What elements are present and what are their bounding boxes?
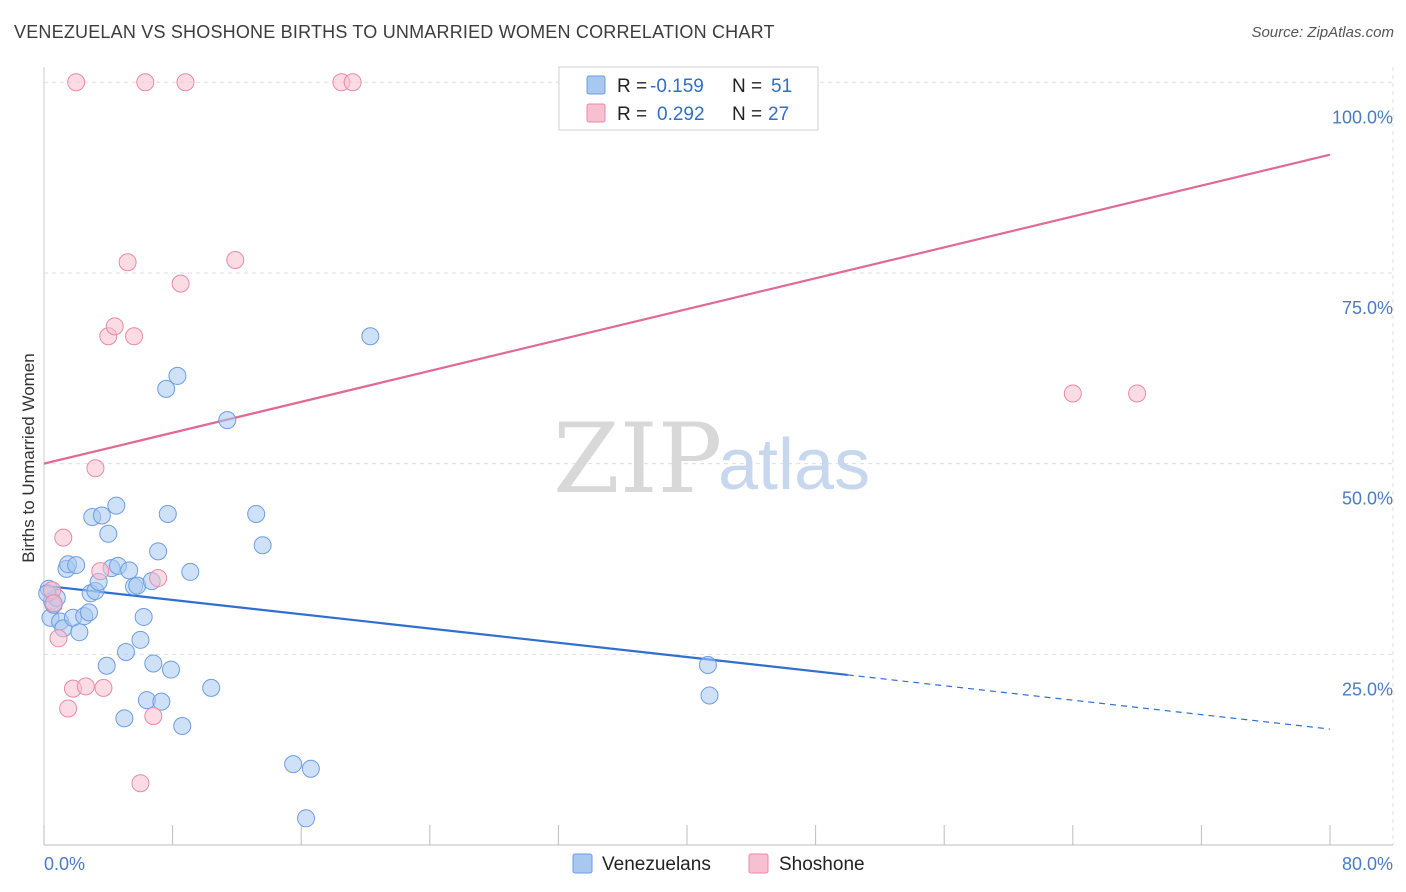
point-venezuelans-48 <box>301 759 320 778</box>
legend-swatch-venezuelans <box>586 75 606 95</box>
point-venezuelans-19 <box>92 506 111 525</box>
point-shoshone-26 <box>1128 384 1147 403</box>
point-shoshone-3 <box>54 528 73 547</box>
point-shoshone-7 <box>76 677 95 696</box>
point-venezuelans-21 <box>107 496 126 515</box>
y-tick-label-3: 100.0% <box>1332 107 1393 127</box>
x-tick-label-max: 80.0% <box>1342 854 1393 874</box>
point-shoshone-21 <box>226 250 245 269</box>
bottom-legend-label-venezuelans: Venezuelans <box>602 854 711 875</box>
point-venezuelans-14 <box>80 603 99 622</box>
trendline-shoshone <box>43 153 1331 465</box>
bottom-legend-swatch-venezuelans <box>572 853 593 874</box>
y-tick-label-1: 50.0% <box>1342 489 1393 509</box>
point-shoshone-25 <box>1063 384 1082 403</box>
legend-n-label-shoshone: N = <box>732 104 762 125</box>
point-shoshone-6 <box>67 73 86 92</box>
point-venezuelans-47 <box>284 755 303 774</box>
trendline-venezuelans <box>43 584 848 677</box>
x-tick-labels: 0.0% 80.0% <box>44 854 1393 874</box>
point-venezuelans-35 <box>149 542 168 561</box>
data-points <box>38 73 1147 828</box>
point-shoshone-15 <box>131 774 150 793</box>
point-venezuelans-22 <box>97 656 116 675</box>
trendline-dashed-venezuelans <box>847 674 1331 730</box>
y-tick-label-0: 25.0% <box>1342 679 1393 699</box>
point-venezuelans-31 <box>134 607 153 626</box>
point-shoshone-23 <box>343 73 362 92</box>
axes <box>43 67 1393 846</box>
point-venezuelans-39 <box>161 660 180 679</box>
point-shoshone-12 <box>105 317 124 336</box>
point-shoshone-18 <box>149 569 168 588</box>
point-venezuelans-20 <box>99 524 118 543</box>
point-venezuelans-34 <box>144 654 163 673</box>
point-shoshone-17 <box>144 707 163 726</box>
point-shoshone-19 <box>171 274 190 293</box>
legend-r-label-shoshone: R = <box>617 104 647 125</box>
point-shoshone-1 <box>44 594 63 613</box>
point-venezuelans-42 <box>181 562 200 581</box>
point-venezuelans-44 <box>218 411 237 430</box>
point-venezuelans-38 <box>158 504 177 523</box>
point-shoshone-10 <box>94 678 113 697</box>
y-axis-label: Births to Unmarried Women <box>19 353 38 562</box>
point-venezuelans-37 <box>157 379 176 398</box>
point-shoshone-2 <box>49 629 68 648</box>
legend-r-label-venezuelans: R = <box>617 76 647 97</box>
point-venezuelans-50 <box>361 327 380 346</box>
bottom-legend: Venezuelans Shoshone <box>572 853 865 875</box>
watermark-zip: ZIP <box>553 403 722 515</box>
source-label: Source: ZipAtlas.com <box>1251 24 1394 41</box>
chart-title: VENEZUELAN VS SHOSHONE BIRTHS TO UNMARRI… <box>14 22 775 42</box>
point-venezuelans-51 <box>698 655 717 674</box>
point-venezuelans-45 <box>247 504 266 523</box>
point-shoshone-9 <box>91 562 110 581</box>
point-shoshone-16 <box>136 73 155 92</box>
point-venezuelans-49 <box>297 809 316 828</box>
legend-r-value-shoshone: 0.292 <box>657 104 705 125</box>
point-venezuelans-30 <box>131 630 150 649</box>
point-venezuelans-10 <box>67 556 86 575</box>
point-venezuelans-26 <box>116 643 135 662</box>
point-venezuelans-41 <box>173 717 192 736</box>
point-shoshone-20 <box>176 73 195 92</box>
bottom-legend-swatch-shoshone <box>748 853 769 874</box>
legend-r-value-venezuelans: -0.159 <box>650 76 704 97</box>
point-venezuelans-25 <box>115 709 134 728</box>
legend-swatch-shoshone <box>586 103 606 123</box>
point-venezuelans-43 <box>202 678 221 697</box>
legend-n-value-shoshone: 27 <box>768 104 789 125</box>
legend-n-label-venezuelans: N = <box>732 76 762 97</box>
point-venezuelans-40 <box>168 366 187 385</box>
y-tick-labels: 25.0% 50.0% 75.0% 100.0% <box>1332 107 1393 699</box>
legend-n-value-venezuelans: 51 <box>771 76 792 97</box>
legend: R = -0.159 N = 51 R = 0.292 N = 27 <box>558 66 819 131</box>
watermark-atlas: atlas <box>718 425 870 505</box>
point-venezuelans-52 <box>700 686 719 705</box>
point-venezuelans-12 <box>70 623 89 642</box>
point-venezuelans-27 <box>120 561 139 580</box>
point-shoshone-8 <box>86 459 105 478</box>
point-shoshone-14 <box>125 327 144 346</box>
point-shoshone-13 <box>118 253 137 272</box>
y-tick-label-2: 75.0% <box>1342 298 1393 318</box>
point-shoshone-4 <box>59 699 78 718</box>
point-venezuelans-36 <box>152 692 171 711</box>
bottom-legend-label-shoshone: Shoshone <box>779 854 865 875</box>
x-tick-label-min: 0.0% <box>44 854 85 874</box>
watermark: ZIP atlas <box>553 403 870 515</box>
point-venezuelans-46 <box>253 536 272 555</box>
